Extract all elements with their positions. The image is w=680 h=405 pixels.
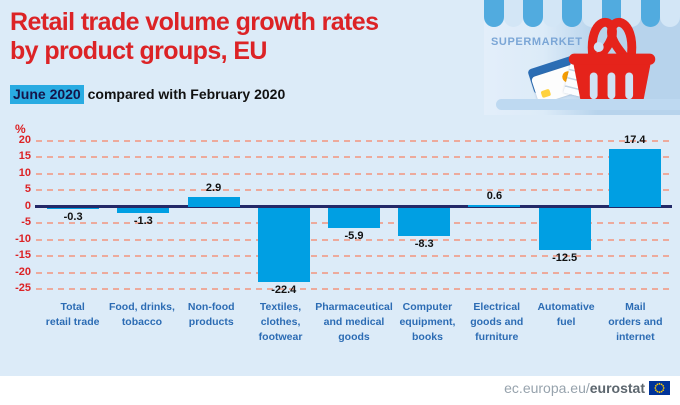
footer: ec.europa.eu/eurostat <box>0 376 680 405</box>
shopping-basket-icon <box>568 17 656 107</box>
bar <box>187 197 240 207</box>
bar <box>117 208 170 213</box>
gridline <box>36 156 672 159</box>
category-label: Computer equipment, books <box>399 301 456 343</box>
awning-icon <box>484 0 680 27</box>
category-label: Pharmaceutical and medical goods <box>315 301 393 343</box>
bar <box>257 208 310 283</box>
bar-column: 17.4 <box>600 134 670 296</box>
shelf-bar <box>496 99 680 110</box>
gridline <box>36 139 672 142</box>
bar-value-label: -8.3 <box>414 237 434 250</box>
bar <box>538 208 591 250</box>
plot-area: 20 15 10 5 0 -5 -10 -15 -20 -25 -0.3 -1.3 2.9 -22.4 -5… <box>0 134 680 296</box>
gridline <box>36 288 672 291</box>
bar-column: -12.5 <box>530 134 600 296</box>
zero-line <box>35 205 672 209</box>
card-chip <box>540 88 552 99</box>
y-axis-tick-label: -25 <box>15 282 31 295</box>
bar-series: -0.3 -1.3 2.9 -22.4 -5.9 -8.3 0.6 -12.5 17.4 <box>38 134 670 296</box>
bar-column: -5.9 <box>319 134 389 296</box>
y-axis-tick-label: -5 <box>21 216 31 229</box>
bar <box>608 149 661 207</box>
subtitle-highlight: June 2020 <box>10 85 84 104</box>
bar-value-label: -22.4 <box>271 284 297 297</box>
bar <box>468 204 521 207</box>
footer-url: ec.europa.eu/eurostat <box>504 380 670 396</box>
bar-column: 2.9 <box>178 134 248 296</box>
bar-value-label: -5.9 <box>344 229 364 242</box>
supermarket-illustration: SUPERMARKET <box>484 0 680 115</box>
subtitle-text: compared with February 2020 <box>83 86 286 102</box>
gridline <box>36 255 672 258</box>
page-title-line2: by product groups, EU <box>10 37 267 65</box>
bar-value-label: 0.6 <box>486 189 503 202</box>
y-axis-tick-label: 0 <box>24 199 31 212</box>
bar <box>398 208 451 236</box>
gridline <box>36 271 672 274</box>
bar-column: -8.3 <box>389 134 459 296</box>
y-axis-tick-label: 20 <box>18 133 31 146</box>
category-label: Electrical goods and furniture <box>470 301 524 343</box>
bar-column: -22.4 <box>249 134 319 296</box>
bar-value-label: -12.5 <box>552 251 578 264</box>
gridline <box>36 238 672 241</box>
y-axis-tick-label: -20 <box>15 265 31 278</box>
y-axis-tick-label: -15 <box>15 249 31 262</box>
bar-value-label: -0.3 <box>63 211 83 224</box>
page-title-line1: Retail trade volume growth rates <box>10 8 379 36</box>
bar-column: -1.3 <box>108 134 178 296</box>
y-axis-tick-label: 15 <box>18 150 31 163</box>
category-label: Food, drinks, tobacco <box>108 301 175 328</box>
subtitle: June 2020 compared with February 2020 <box>10 85 286 104</box>
supermarket-sign: SUPERMARKET <box>491 36 583 48</box>
category-label: Total retail trade <box>45 301 100 328</box>
bar-value-label: 2.9 <box>205 182 222 195</box>
bar <box>47 208 100 210</box>
bar-value-label: 17.4 <box>624 134 646 147</box>
category-label: Textiles, clothes, footwear <box>258 301 303 343</box>
bar-column: -0.3 <box>38 134 108 296</box>
bar-column: 0.6 <box>459 134 529 296</box>
footer-url-bold: eurostat <box>589 380 645 396</box>
category-label: Mail orders and internet <box>608 301 663 343</box>
category-label: Non-food products <box>187 301 235 328</box>
y-axis-tick-label: 5 <box>24 183 31 196</box>
bar <box>327 208 380 228</box>
bar-value-label: -1.3 <box>133 214 153 227</box>
gridline <box>36 172 672 175</box>
category-axis: Total retail trade Food, drinks, tobacco N… <box>38 300 670 345</box>
footer-url-prefix: ec.europa.eu/ <box>504 380 590 396</box>
category-label: Automative fuel <box>537 301 595 328</box>
page-title: Retail trade volume growth rates by prod… <box>10 8 480 66</box>
y-axis-tick-label: 10 <box>18 166 31 179</box>
y-axis-tick-label: -10 <box>15 232 31 245</box>
percent-axis-label: % <box>15 122 26 136</box>
eu-flag-icon <box>649 381 670 395</box>
gridline <box>36 189 672 192</box>
